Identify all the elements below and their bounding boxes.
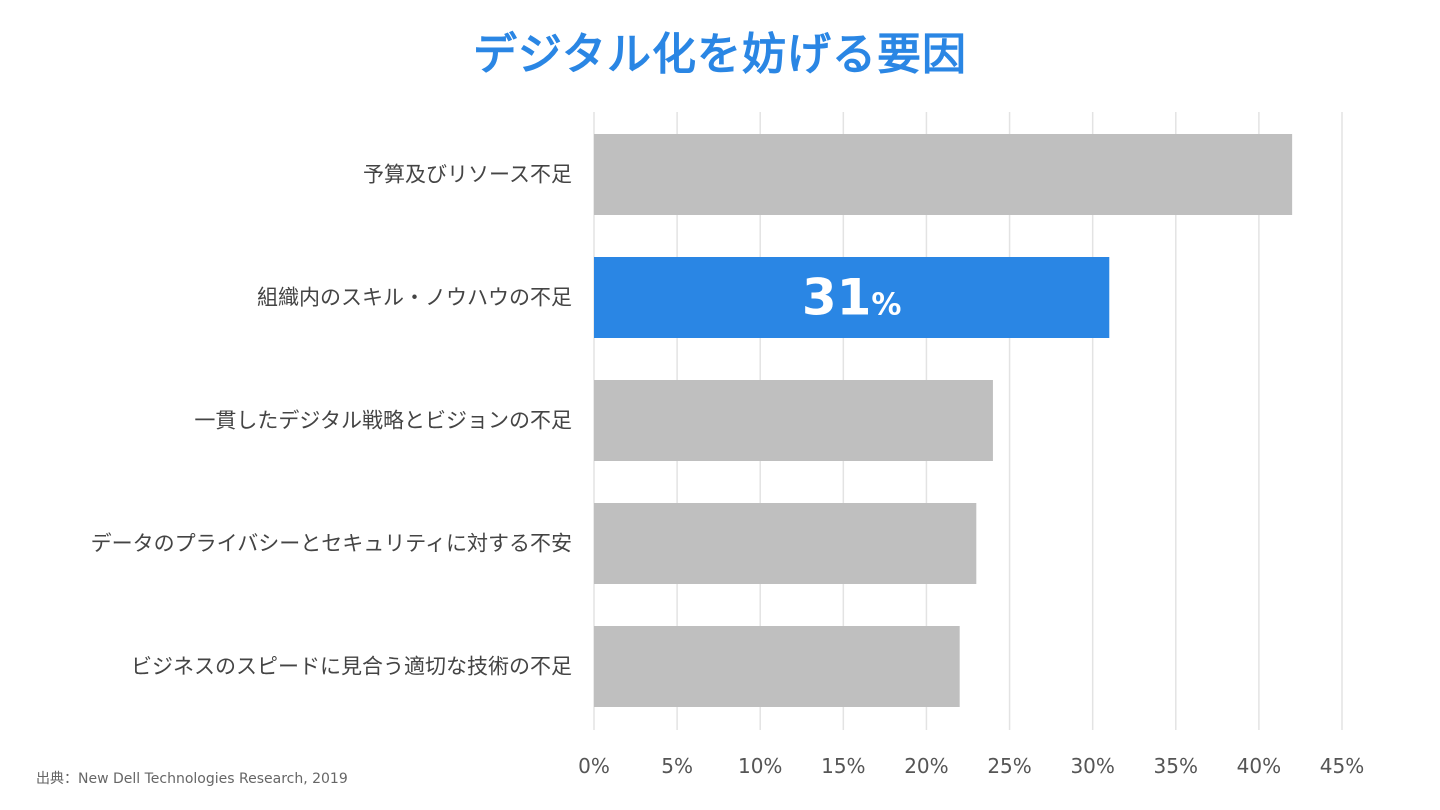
category-label: ビジネスのスピードに見合う適切な技術の不足 <box>131 655 572 679</box>
category-label: 組織内のスキル・ノウハウの不足 <box>257 286 572 310</box>
value-label: 31% <box>802 269 902 327</box>
source-note: 出典：New Dell Technologies Research, 2019 <box>36 771 348 787</box>
bar <box>594 134 1293 215</box>
category-label: 一貫したデジタル戦略とビジョンの不足 <box>194 409 572 433</box>
chart-title: デジタル化を妨げる要因 <box>472 29 968 80</box>
value-label-unit: % <box>871 288 901 323</box>
x-tick-label: 35% <box>1154 754 1198 778</box>
x-tick-label: 45% <box>1320 754 1364 778</box>
x-tick-label: 25% <box>987 754 1031 778</box>
x-tick-label: 20% <box>904 754 948 778</box>
bar-highlight <box>594 257 1110 338</box>
bar <box>594 503 977 584</box>
x-tick-label: 0% <box>578 754 610 778</box>
x-tick-label: 5% <box>661 754 693 778</box>
x-tick-label: 40% <box>1237 754 1281 778</box>
bar <box>594 380 993 461</box>
value-label-number: 31 <box>802 269 872 327</box>
category-label: データのプライバシーとセキュリティに対する不安 <box>91 532 572 556</box>
bars <box>594 134 1293 707</box>
x-tick-label: 30% <box>1070 754 1114 778</box>
bar <box>594 626 960 707</box>
category-label: 予算及びリソース不足 <box>363 163 572 187</box>
x-tick-label: 15% <box>821 754 865 778</box>
value-labels: 31% <box>802 269 902 327</box>
x-axis-tick-labels: 0% 5% 10% 15% 20% 25% 30% 35% 40% 45% <box>578 754 1364 778</box>
x-tick-label: 10% <box>738 754 782 778</box>
category-labels: 予算及びリソース不足組織内のスキル・ノウハウの不足一貫したデジタル戦略とビジョン… <box>91 163 572 679</box>
